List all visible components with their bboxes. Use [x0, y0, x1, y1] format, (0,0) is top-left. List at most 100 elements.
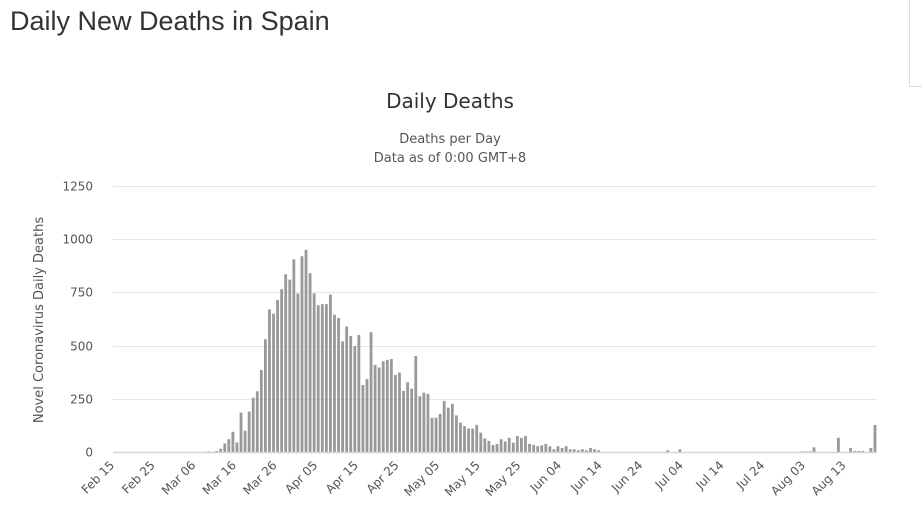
bar: [398, 372, 401, 452]
bar: [564, 446, 568, 452]
y-tick-label: 0: [85, 446, 93, 460]
y-tick-label: 1000: [62, 233, 93, 247]
page-title: Daily New Deaths in Spain: [10, 6, 330, 36]
bar: [450, 403, 454, 452]
bar: [381, 361, 385, 452]
y-tick-label: 500: [70, 340, 93, 354]
bar: [280, 289, 284, 452]
bar: [479, 432, 483, 452]
bar: [808, 451, 812, 452]
x-tick-label: Mar 16: [200, 458, 239, 497]
bar: [495, 443, 499, 452]
bar: [231, 431, 235, 452]
bar: [804, 451, 808, 452]
bar: [385, 359, 389, 452]
x-tick-label: Jun 04: [527, 458, 564, 495]
bars: [207, 249, 877, 452]
gridlines: 0 250 500 750 1000 1250: [62, 180, 877, 460]
y-axis-title: Novel Coronavirus Daily Deaths: [32, 217, 47, 423]
bar: [227, 439, 231, 452]
x-tick-label: Apr 25: [364, 458, 402, 496]
bar: [312, 293, 316, 452]
bar: [475, 424, 479, 452]
x-tick-label: Apr 15: [323, 458, 361, 496]
bar: [572, 449, 576, 452]
bar: [402, 390, 405, 452]
bar: [418, 396, 422, 452]
bar: [324, 304, 328, 452]
bar: [426, 393, 430, 452]
bar: [377, 367, 381, 452]
bar: [215, 450, 219, 452]
bar: [836, 437, 840, 452]
bar: [430, 417, 434, 452]
bar: [540, 445, 544, 452]
bar: [389, 359, 393, 452]
bar: [414, 356, 418, 452]
bar: [454, 415, 458, 452]
bar: [247, 411, 251, 452]
bar: [491, 444, 495, 452]
bar: [471, 428, 475, 452]
bar: [446, 407, 450, 452]
bar: [255, 391, 259, 452]
bar: [235, 442, 239, 452]
x-tick-label: Aug 13: [809, 458, 849, 498]
x-tick-label: Feb 25: [119, 458, 157, 496]
x-tick-label: Jul 14: [692, 458, 726, 492]
bar: [666, 450, 670, 452]
bar: [597, 450, 601, 452]
bar: [560, 447, 564, 452]
chart-title: Daily Deaths: [386, 89, 514, 113]
bar: [304, 249, 308, 452]
bar: [239, 412, 243, 452]
bar: [316, 305, 320, 452]
x-tick-label: Jun 14: [567, 458, 604, 495]
bar: [524, 436, 527, 452]
x-tick-label: Apr 05: [282, 458, 320, 496]
bar: [499, 439, 503, 452]
bar: [365, 379, 369, 452]
bar: [487, 440, 491, 452]
bar: [520, 437, 523, 452]
bar: [333, 314, 336, 452]
bar: [589, 447, 592, 452]
bar: [361, 384, 365, 452]
bar: [308, 273, 312, 452]
bar: [593, 449, 596, 452]
bar: [410, 388, 414, 452]
x-tick-label: Mar 06: [159, 458, 198, 497]
x-tick-labels: Feb 15 Feb 25 Mar 06 Mar 16 Mar 26 Apr 05 Apr …: [79, 458, 849, 499]
bar: [548, 446, 552, 452]
bar: [678, 449, 682, 452]
bar: [511, 442, 515, 452]
bar: [580, 449, 584, 452]
bar: [857, 450, 861, 452]
bar: [442, 400, 446, 452]
y-tick-label: 1250: [62, 180, 93, 194]
bar: [438, 413, 442, 452]
bar: [373, 364, 377, 452]
chart-subtitle-line-2: Data as of 0:00 GMT+8: [374, 151, 526, 166]
bar: [337, 317, 340, 452]
bar: [349, 336, 353, 452]
bar: [353, 346, 357, 452]
bar: [556, 446, 560, 452]
bar: [568, 449, 572, 452]
y-tick-label: 250: [70, 393, 93, 407]
bar: [463, 426, 466, 452]
bar: [467, 428, 470, 452]
bar: [576, 450, 580, 452]
x-tick-label: Jul 04: [652, 458, 686, 492]
side-panel-edge: [909, 0, 922, 87]
x-tick-label: Mar 26: [240, 458, 279, 497]
bar: [507, 437, 511, 452]
bar: [292, 259, 296, 452]
bar: [296, 293, 300, 452]
bar: [288, 279, 292, 452]
bar: [357, 334, 361, 452]
bar: [263, 339, 267, 452]
bar: [585, 450, 588, 452]
bar: [276, 299, 279, 452]
